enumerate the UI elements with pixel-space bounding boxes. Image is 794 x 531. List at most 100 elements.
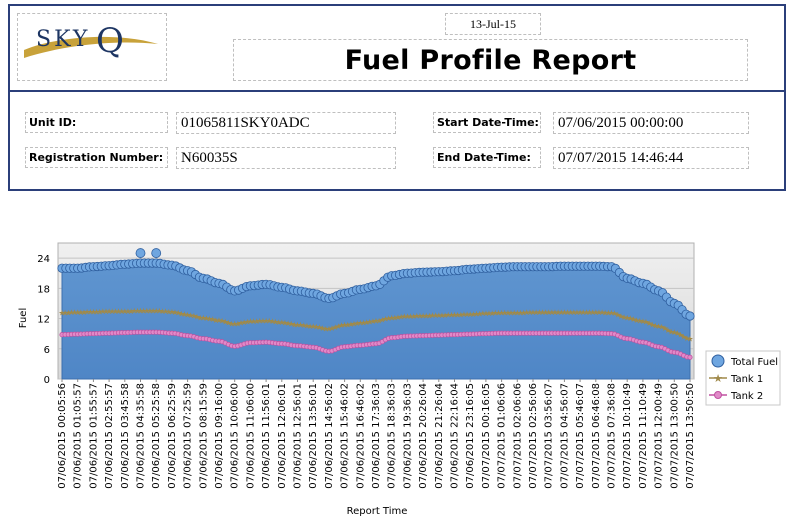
point-tank-1: ★ xyxy=(545,308,552,317)
x-tick-label: 07/07/2015 06:46:08 xyxy=(591,383,602,489)
x-tick-label: 07/06/2015 02:55:57 xyxy=(104,383,115,489)
page-title: Fuel Profile Report xyxy=(233,39,748,81)
end-datetime-label: End Date-Time: xyxy=(433,147,541,168)
x-tick-label: 07/06/2015 22:16:04 xyxy=(450,383,461,489)
point-tank-1: ★ xyxy=(357,319,364,328)
point-tank-1: ★ xyxy=(200,314,207,323)
point-tank-1: ★ xyxy=(332,323,339,332)
point-tank-1: ★ xyxy=(627,314,634,323)
point-tank-1: ★ xyxy=(379,316,386,325)
point-tank-1: ★ xyxy=(335,322,342,331)
x-tick-label: 07/07/2015 12:00:49 xyxy=(654,383,665,489)
point-tank-1: ★ xyxy=(382,315,389,324)
point-tank-1: ★ xyxy=(231,320,238,329)
x-tick-label: 07/07/2015 01:06:06 xyxy=(497,383,508,489)
point-tank-1: ★ xyxy=(237,319,244,328)
x-tick-label: 07/06/2015 20:26:04 xyxy=(418,383,429,489)
point-tank-1: ★ xyxy=(225,318,232,327)
x-tick-label: 07/06/2015 03:45:58 xyxy=(120,383,131,489)
point-tank-1: ★ xyxy=(567,308,574,317)
series-line-tank-1 xyxy=(62,309,691,340)
point-tank-1: ★ xyxy=(366,317,373,326)
x-tick-label: 07/06/2015 14:56:02 xyxy=(324,383,335,489)
point-tank-1: ★ xyxy=(664,326,671,335)
x-tick-label: 07/06/2015 19:36:03 xyxy=(402,383,413,489)
point-tank-1: ★ xyxy=(442,311,449,320)
y-tick-label: 24 xyxy=(37,254,50,265)
point-tank-1: ★ xyxy=(171,308,178,317)
point-tank-1: ★ xyxy=(300,321,307,330)
x-tick-label: 07/07/2015 02:06:06 xyxy=(512,383,523,489)
point-tank-1: ★ xyxy=(372,317,379,326)
unit-id-value: 01065811SKY0ADC xyxy=(176,112,396,134)
unit-id-label: Unit ID: xyxy=(25,112,168,133)
point-tank-1: ★ xyxy=(96,307,103,316)
point-tank-1: ★ xyxy=(542,308,549,317)
point-tank-1: ★ xyxy=(134,307,141,316)
legend-symbol-total-fuel xyxy=(711,354,725,368)
point-tank-1: ★ xyxy=(558,308,565,317)
point-tank-1: ★ xyxy=(639,317,646,326)
point-tank-1: ★ xyxy=(423,312,430,321)
point-tank-1: ★ xyxy=(181,310,188,319)
point-tank-1: ★ xyxy=(536,308,543,317)
x-tick-label: 07/07/2015 02:56:06 xyxy=(528,383,539,489)
x-tick-label: 07/06/2015 05:25:58 xyxy=(151,383,162,489)
point-tank-1: ★ xyxy=(278,318,285,327)
x-tick-label: 07/06/2015 12:06:01 xyxy=(277,383,288,489)
point-tank-1: ★ xyxy=(316,323,323,332)
point-tank-1: ★ xyxy=(642,318,649,327)
point-tank-1: ★ xyxy=(548,308,555,317)
point-tank-1: ★ xyxy=(338,321,345,330)
point-tank-1: ★ xyxy=(520,308,527,317)
point-tank-1: ★ xyxy=(504,309,511,318)
point-tank-1: ★ xyxy=(354,319,361,328)
point-tank-1: ★ xyxy=(410,312,417,321)
point-tank-1: ★ xyxy=(467,310,474,319)
point-tank-1: ★ xyxy=(102,307,109,316)
point-tank-1: ★ xyxy=(533,308,540,317)
point-tank-1: ★ xyxy=(376,316,383,325)
point-tank-1: ★ xyxy=(222,317,229,326)
point-tank-1: ★ xyxy=(580,308,587,317)
legend-label: Total Fuel xyxy=(730,357,778,368)
point-tank-1: ★ xyxy=(445,311,452,320)
point-tank-1: ★ xyxy=(168,308,175,317)
point-tank-1: ★ xyxy=(391,313,398,322)
point-tank-1: ★ xyxy=(498,309,505,318)
point-tank-1: ★ xyxy=(523,308,530,317)
point-tank-1: ★ xyxy=(341,321,348,330)
point-tank-1: ★ xyxy=(551,308,558,317)
point-tank-1: ★ xyxy=(457,310,464,319)
point-tank-1: ★ xyxy=(595,308,602,317)
point-tank-1: ★ xyxy=(432,311,439,320)
legend-symbol-tank-2 xyxy=(714,391,722,399)
point-tank-1: ★ xyxy=(420,312,427,321)
point-tank-1: ★ xyxy=(677,330,684,339)
point-tank-1: ★ xyxy=(501,309,508,318)
point-tank-1: ★ xyxy=(303,322,310,331)
point-tank-1: ★ xyxy=(401,312,408,321)
point-tank-1: ★ xyxy=(646,319,653,328)
point-tank-1: ★ xyxy=(285,319,292,328)
x-tick-label: 07/07/2015 05:46:07 xyxy=(575,383,586,489)
point-tank-1: ★ xyxy=(328,324,335,333)
x-tick-label: 07/07/2015 10:10:49 xyxy=(622,383,633,489)
point-tank-1: ★ xyxy=(602,308,609,317)
logo-text: SKY xyxy=(36,27,90,52)
point-tank-1: ★ xyxy=(573,308,580,317)
point-tank-1: ★ xyxy=(313,322,320,331)
point-tank-1: ★ xyxy=(184,311,191,320)
x-tick-label: 07/06/2015 06:25:59 xyxy=(167,383,178,489)
point-tank-1: ★ xyxy=(614,310,621,319)
point-tank-1: ★ xyxy=(87,308,94,317)
x-tick-label: 07/06/2015 16:46:02 xyxy=(355,383,366,489)
point-tank-1: ★ xyxy=(115,307,122,316)
legend-label: Tank 2 xyxy=(730,391,763,402)
point-tank-1: ★ xyxy=(247,317,254,326)
point-total-fuel-outlier xyxy=(135,248,146,258)
x-tick-label: 07/06/2015 11:06:00 xyxy=(245,383,256,489)
point-tank-1: ★ xyxy=(178,310,185,319)
x-tick-label: 07/06/2015 21:26:04 xyxy=(434,383,445,489)
point-tank-1: ★ xyxy=(322,324,329,333)
